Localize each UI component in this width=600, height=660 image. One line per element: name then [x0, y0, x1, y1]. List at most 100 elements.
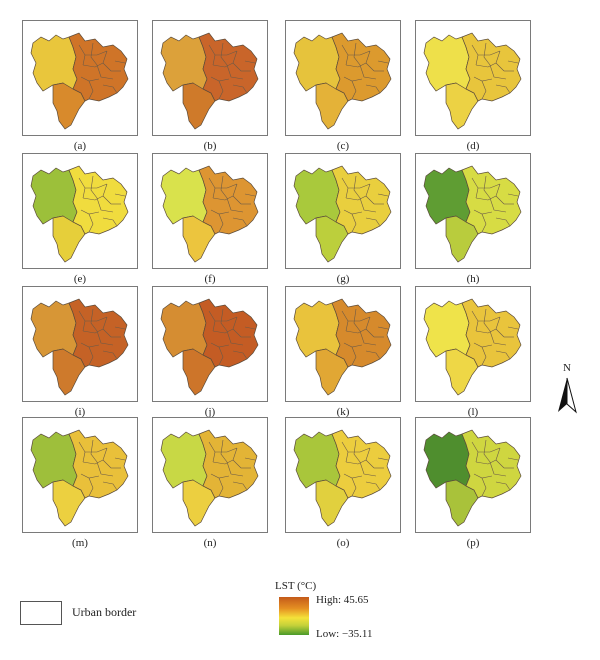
urban-border-line [507, 193, 519, 197]
west-region [423, 34, 471, 94]
lst-map-panel [285, 417, 401, 533]
urban-border-line [232, 350, 248, 360]
urban-border-line [85, 316, 108, 322]
urban-border-line [220, 308, 228, 332]
panel-label: (e) [73, 273, 87, 285]
urban-border-line [85, 447, 108, 453]
east-region [331, 429, 392, 499]
urban-border-line [232, 217, 248, 227]
urban-border-line [495, 84, 511, 94]
urban-border-line [483, 439, 491, 463]
east-region [68, 165, 129, 235]
urban-border-line [351, 213, 357, 233]
urban-border-line [348, 183, 371, 189]
west-region [160, 431, 208, 491]
east-region [331, 165, 392, 235]
urban-border-line [102, 350, 118, 360]
urban-border-line [90, 42, 98, 66]
urban-border-line [114, 326, 126, 330]
urban-border-line [218, 477, 224, 497]
lst-map-panel [285, 153, 401, 269]
west-region [160, 167, 208, 227]
urban-border-line [365, 84, 381, 94]
urban-border-line [475, 459, 497, 465]
urban-border-line [85, 50, 108, 56]
lst-color-ramp [279, 597, 309, 635]
lst-map [30, 298, 129, 396]
urban-border-line [215, 183, 238, 189]
west-region [423, 300, 471, 360]
urban-border-line [478, 316, 501, 322]
west-region [293, 431, 341, 491]
urban-border-line [345, 328, 367, 334]
urban-border-line [212, 328, 234, 334]
urban-border-line [359, 330, 377, 346]
urban-border-line [478, 50, 501, 56]
east-region [68, 32, 129, 102]
west-region [423, 431, 471, 491]
lst-map [423, 429, 522, 527]
urban-border-line [226, 461, 244, 477]
urban-border-line [507, 326, 519, 330]
urban-border-line [483, 175, 491, 199]
north-letter: N [563, 362, 571, 374]
west-region [423, 167, 471, 227]
lst-map-panel [152, 286, 268, 402]
panel-label: (m) [72, 537, 88, 549]
lst-map-panel [415, 417, 531, 533]
urban-border-line [244, 193, 256, 197]
urban-border-line [215, 316, 238, 322]
urban-border-line [377, 60, 389, 64]
urban-border-line [348, 447, 371, 453]
urban-border-line [353, 439, 361, 463]
urban-border-line [88, 80, 94, 100]
urban-border-line [377, 457, 389, 461]
urban-border-line [345, 195, 367, 201]
urban-border-line [507, 457, 519, 461]
panel-label: (j) [204, 406, 216, 418]
east-region [68, 429, 129, 499]
lst-map [30, 429, 129, 527]
urban-border-line [215, 447, 238, 453]
panel-label: (d) [466, 140, 480, 152]
urban-border-line [483, 42, 491, 66]
urban-border-line [232, 84, 248, 94]
panel-label: (f) [204, 273, 216, 285]
lst-map-panel [285, 286, 401, 402]
east-region [68, 298, 129, 368]
urban-border-line [483, 308, 491, 332]
lst-map-panel [22, 417, 138, 533]
urban-border-line [345, 459, 367, 465]
urban-border-line [345, 62, 367, 68]
urban-border-line [351, 346, 357, 366]
west-region [293, 167, 341, 227]
lst-map-panel [415, 20, 531, 136]
urban-border-line [96, 330, 114, 346]
lst-map [293, 32, 392, 130]
urban-border-line [82, 195, 104, 201]
urban-border-line [365, 217, 381, 227]
urban-border-line [114, 193, 126, 197]
urban-border-line [365, 350, 381, 360]
urban-border-line [220, 175, 228, 199]
urban-border-line [212, 195, 234, 201]
urban-border-line [475, 195, 497, 201]
east-region [198, 298, 259, 368]
east-region [461, 298, 522, 368]
urban-border-line [481, 213, 487, 233]
urban-border-line [353, 42, 361, 66]
lst-map [160, 32, 259, 130]
panel-label: (o) [336, 537, 350, 549]
urban-border-line [377, 326, 389, 330]
lst-map [293, 429, 392, 527]
lst-map [30, 165, 129, 263]
urban-border-line [85, 183, 108, 189]
urban-border-line [90, 175, 98, 199]
urban-border-line [348, 316, 371, 322]
urban-border-line [359, 461, 377, 477]
lst-map-panel [152, 417, 268, 533]
urban-border-line [220, 439, 228, 463]
east-region [198, 32, 259, 102]
urban-border-line [212, 459, 234, 465]
urban-border-line [478, 447, 501, 453]
